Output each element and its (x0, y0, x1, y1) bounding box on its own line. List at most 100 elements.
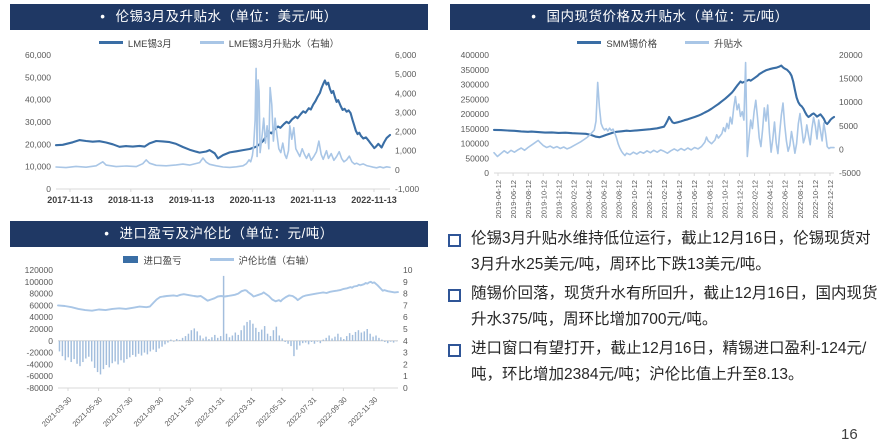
x-axis-label: 2019-04-12 (494, 180, 503, 218)
header-bullet: • (100, 9, 106, 24)
x-axis-label: 2021-07-30 (101, 395, 134, 428)
commentary-item: 随锡价回落，现货升水有所回升，截止12月16日，国内现货升水375/吨，周环比增… (448, 281, 878, 333)
bar (173, 340, 175, 342)
bar (214, 334, 216, 341)
bar (237, 334, 239, 341)
bar (143, 340, 146, 353)
legend-item: 沪伦比值（右轴） (209, 253, 315, 267)
bar (243, 325, 245, 341)
bar (304, 340, 307, 343)
x-axis-label: 2020-10-12 (630, 180, 639, 218)
bar (58, 340, 61, 352)
import-legend: 进口盈亏 沪伦比值（右轴） (10, 253, 428, 267)
bar (76, 340, 78, 364)
panel-smm-header: • 国内现货价格及升贴水（单位：元/吨） (450, 4, 870, 30)
bar (140, 340, 143, 356)
left-axis-tick-label: 40,000 (25, 95, 51, 105)
bar (175, 339, 178, 341)
legend-item: 进口盈亏 (123, 253, 182, 267)
bar (217, 337, 219, 341)
legend-item: 升贴水 (685, 36, 743, 50)
bar (381, 339, 383, 341)
right-axis-tick-label: 5 (403, 324, 408, 334)
bar (395, 340, 398, 342)
bar (120, 340, 122, 361)
right-axis-tick-label: 1,000 (395, 146, 417, 156)
bar (275, 326, 278, 341)
bar (354, 331, 357, 341)
page-number: 16 (841, 426, 858, 443)
right-axis-tick-label: -1,000 (395, 184, 419, 194)
x-axis-label: 2022-04-12 (766, 180, 775, 218)
bar (193, 328, 196, 341)
left-axis-tick-label: 150000 (461, 124, 490, 134)
x-axis-label: 2022-11-30 (346, 395, 379, 428)
bar (111, 340, 113, 364)
right-axis-tick-label: 3 (403, 348, 408, 358)
bar (360, 332, 363, 341)
panel-lme: • 伦锡3月及升贴水（单位：美元/吨） LME锡3月 LME锡3月升贴水（右轴） … (10, 4, 428, 216)
series-line (492, 64, 836, 139)
panel-smm: • 国内现货价格及升贴水（单位：元/吨） SMM锡价格 升贴水 400000 350… (450, 4, 870, 230)
legend-line-swatch (209, 258, 234, 261)
bar (307, 340, 310, 345)
bar (161, 340, 163, 347)
smm-chart: 4000003500003000002500002000001500001000… (461, 50, 863, 218)
right-axis-tick-label: 4,000 (395, 88, 417, 98)
bar (199, 335, 201, 341)
x-axis-label: 2022-11-13 (351, 195, 397, 205)
bar (252, 323, 254, 341)
left-axis-tick-label: 200000 (461, 109, 490, 119)
bar (82, 340, 84, 363)
bar (258, 331, 260, 341)
bar (375, 335, 377, 341)
bar (129, 340, 131, 358)
commentary-text: 进口窗口有望打开，截止12月16日，精锡进口盈利-124元/吨，环比增加2384… (471, 340, 867, 383)
x-axis-label: 2022-09-30 (315, 395, 348, 428)
series-line (57, 280, 399, 312)
left-axis-tick-label: 100000 (25, 277, 54, 287)
x-axis-label: 2021-06-12 (690, 180, 699, 218)
right-axis-tick-label: 7 (403, 300, 408, 310)
right-axis-tick-label: 3,000 (395, 107, 417, 117)
left-axis-tick-label: 400000 (461, 50, 490, 60)
left-axis-tick-label: -80000 (27, 383, 54, 393)
bar (231, 335, 234, 341)
x-axis-label: 2020-06-12 (600, 180, 609, 218)
bar (325, 337, 327, 341)
bar (322, 339, 324, 341)
legend-label: LME锡3月升贴水（右轴） (228, 38, 340, 50)
bar (234, 332, 237, 341)
x-axis-label: 2022-05-31 (254, 395, 287, 428)
bar (167, 340, 169, 343)
legend-item: SMM锡价格 (577, 36, 657, 50)
legend-line-swatch (577, 41, 602, 44)
right-axis-tick-label: 15000 (839, 74, 863, 84)
left-axis-tick-label: -40000 (27, 359, 54, 369)
bar (290, 340, 292, 347)
x-axis-label: 2019-06-12 (509, 180, 518, 218)
x-axis-label: 2021-08-12 (705, 180, 714, 218)
legend-label: SMM锡价格 (606, 38, 658, 50)
bar (372, 336, 374, 341)
legend-label: 沪伦比值（右轴） (238, 255, 315, 267)
legend-item: LME锡3月升贴水（右轴） (199, 36, 340, 50)
x-axis-label: 2021-11-13 (290, 195, 336, 205)
square-bullet-icon (448, 344, 461, 357)
bar (378, 337, 380, 341)
left-axis-tick-label: 100000 (461, 139, 490, 149)
bar (357, 330, 360, 341)
bar (340, 337, 342, 341)
right-axis-tick-label: 8 (403, 289, 408, 299)
x-axis-label: 2022-08-12 (796, 180, 805, 218)
bar (319, 340, 322, 344)
left-axis-tick-label: 40000 (29, 312, 53, 322)
bar (240, 330, 242, 341)
right-axis-tick-label: 0 (395, 165, 400, 175)
bar (369, 333, 371, 341)
bar (164, 340, 166, 345)
legend-label: LME锡3月 (127, 38, 172, 50)
bar (79, 340, 81, 367)
x-axis-label: 2022-12-12 (826, 180, 835, 218)
bar (134, 340, 137, 357)
